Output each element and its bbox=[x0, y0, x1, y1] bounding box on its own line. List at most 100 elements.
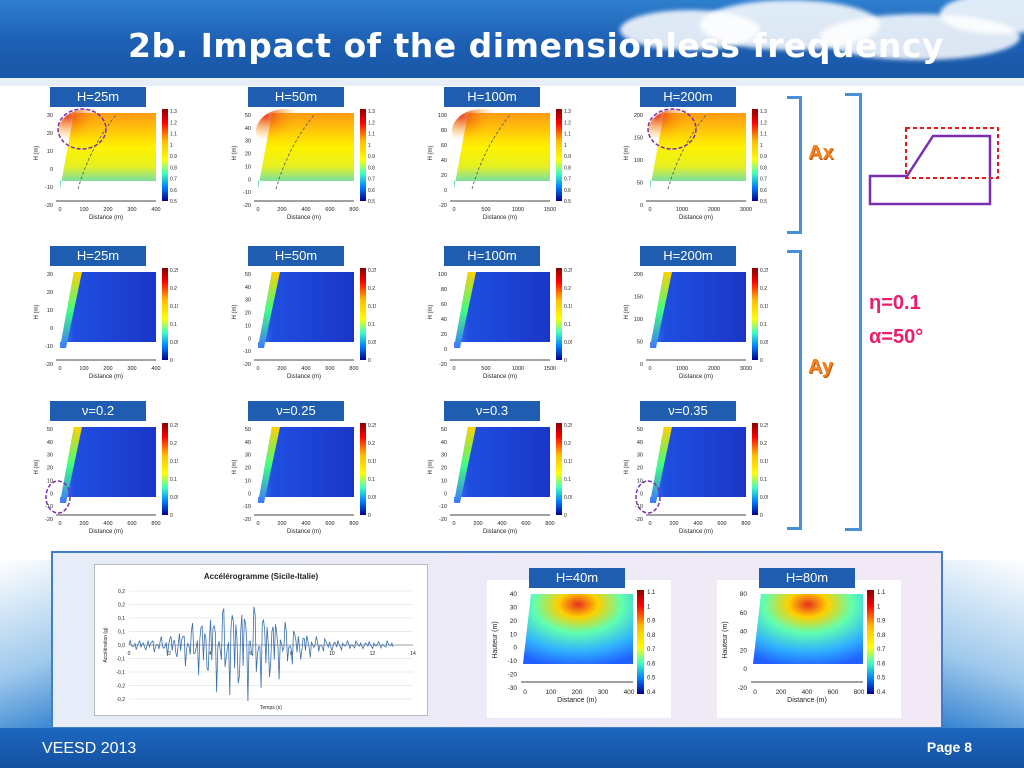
colorbar-tick-label: 0 bbox=[564, 513, 567, 519]
slope-edge-field bbox=[454, 427, 476, 503]
colorbar-tick-label: 1.1 bbox=[760, 132, 767, 138]
colorbar-tick-label: 0.2 bbox=[760, 286, 767, 292]
colorbar-tick-label: 0.15 bbox=[760, 459, 768, 465]
y-tick-label: 30 bbox=[245, 453, 251, 459]
colorbar-tick-label: 0.1 bbox=[564, 322, 571, 328]
x-tick-label: 500 bbox=[481, 207, 490, 213]
param-eta: η=0.1 bbox=[869, 292, 921, 314]
heatmap-field bbox=[258, 427, 354, 503]
x-axis-label: Distance (m) bbox=[787, 697, 827, 704]
colorbar-tick-label: 0.9 bbox=[368, 154, 375, 160]
x-tick-label: 4 bbox=[209, 651, 212, 657]
colorbar-tick-label: 1 bbox=[368, 143, 371, 149]
y-tick-label: 150 bbox=[634, 295, 643, 301]
colorbar-tick-label: 0.5 bbox=[564, 199, 571, 205]
colorbar-tick-label: 0.6 bbox=[564, 188, 571, 194]
ax-panel-h100: H=100m 100 80 60 40 20 0 -20 0 500 1000 1500 Distanc… bbox=[424, 87, 572, 235]
x-tick-label: 1000 bbox=[676, 366, 688, 372]
y-tick-label: 60 bbox=[441, 302, 447, 308]
colorbar-tick-label: 0.25 bbox=[564, 268, 572, 274]
heatmap-field bbox=[60, 272, 156, 348]
y-tick-label: 40 bbox=[441, 317, 447, 323]
y-axis-label: H (m) bbox=[428, 146, 434, 161]
highlight-circle bbox=[57, 108, 107, 150]
y-tick-label: 0 bbox=[640, 362, 643, 368]
x-tick-label: 800 bbox=[349, 521, 358, 527]
colorbar-tick-label: 0.05 bbox=[564, 495, 572, 501]
y-axis-label: H (m) bbox=[624, 305, 630, 320]
x-tick-label: 0 bbox=[648, 207, 651, 213]
y-axis-label: H (m) bbox=[34, 146, 40, 161]
colorbar-tick-label: 0.4 bbox=[877, 690, 886, 696]
colorbar-tick-label: 1.1 bbox=[564, 132, 571, 138]
y-tick-label: 0,2 bbox=[118, 603, 125, 609]
heatmap-field bbox=[454, 427, 550, 503]
colorbar-tick-label: 0.2 bbox=[564, 441, 571, 447]
x-tick-label: 800 bbox=[854, 689, 865, 696]
contour-line bbox=[471, 114, 511, 190]
y-tick-label: 10 bbox=[441, 478, 447, 484]
y-tick-label: 50 bbox=[441, 427, 447, 433]
colorbar-tick-label: 1 bbox=[877, 604, 881, 610]
y-tick-label: 20 bbox=[441, 173, 447, 179]
colorbar-tick-label: 0.6 bbox=[368, 188, 375, 194]
colorbar-tick-label: 0.9 bbox=[760, 154, 767, 160]
panel-label: H=200m bbox=[640, 87, 736, 107]
y-tick-label: 50 bbox=[637, 181, 643, 187]
bracket-ay bbox=[787, 250, 802, 530]
contour-line bbox=[77, 114, 117, 190]
colorbar-tick-label: 1 bbox=[170, 143, 173, 149]
x-tick-label: 0 bbox=[58, 207, 61, 213]
y-tick-label: 50 bbox=[245, 113, 251, 119]
y-tick-label: 200 bbox=[634, 113, 643, 119]
y-tick-label: 100 bbox=[438, 272, 447, 278]
x-axis-label: Distance (m) bbox=[287, 529, 321, 535]
x-tick-label: 0 bbox=[452, 366, 455, 372]
colorbar-tick-label: 0.9 bbox=[647, 619, 656, 625]
y-tick-label: 20 bbox=[47, 290, 53, 296]
colorbar-tick-label: 0 bbox=[368, 358, 371, 364]
y-tick-label: 20 bbox=[245, 311, 251, 317]
y-tick-label: 0 bbox=[50, 167, 53, 173]
x-tick-label: 400 bbox=[301, 366, 310, 372]
contour-line bbox=[275, 114, 315, 190]
colorbar-tick-label: 0.15 bbox=[170, 304, 178, 310]
x-tick-label: 800 bbox=[349, 207, 358, 213]
bracket-ax bbox=[787, 96, 802, 234]
bracket-params bbox=[845, 93, 862, 531]
colorbar-tick-label: 0.9 bbox=[564, 154, 571, 160]
colorbar-tick-label: 1.1 bbox=[368, 132, 375, 138]
y-tick-label: 50 bbox=[245, 427, 251, 433]
y-tick-label: -20 bbox=[45, 362, 53, 368]
colorbar-tick-label: 0.6 bbox=[877, 661, 886, 667]
colorbar-tick-label: 0.6 bbox=[647, 661, 656, 667]
x-tick-label: 2000 bbox=[708, 207, 720, 213]
panel-label: H=25m bbox=[50, 246, 146, 266]
y-tick-label: 40 bbox=[510, 591, 518, 598]
y-tick-label: 60 bbox=[441, 143, 447, 149]
x-tick-label: 0 bbox=[648, 366, 651, 372]
x-tick-label: 2000 bbox=[708, 366, 720, 372]
colorbar-tick-label: 0 bbox=[760, 358, 763, 364]
x-tick-label: 400 bbox=[151, 207, 160, 213]
x-axis-label: Temps (s) bbox=[260, 705, 282, 711]
colorbar-tick-label: 0.2 bbox=[564, 286, 571, 292]
x-tick-label: 6 bbox=[249, 651, 252, 657]
y-axis-label: H (m) bbox=[624, 146, 630, 161]
x-tick-label: 400 bbox=[151, 366, 160, 372]
y-tick-label: -10 bbox=[45, 185, 53, 191]
heatmap-svg: 50 40 30 20 10 0 -10 -20 0 200 400 600 800 Distance (… bbox=[232, 423, 376, 535]
x-tick-label: 100 bbox=[79, 366, 88, 372]
ax-panel-h50: H=50m 50 40 30 20 10 0 -10 -20 0 200 400 600 800 Dista… bbox=[228, 87, 376, 235]
colorbar-tick-label: 0.25 bbox=[368, 423, 376, 429]
page-number: Page 8 bbox=[926, 739, 972, 755]
x-tick-label: 0 bbox=[128, 651, 131, 657]
y-tick-label: -10 bbox=[243, 349, 251, 355]
slide-header: 2b. Impact of the dimensionless frequenc… bbox=[0, 0, 1024, 78]
y-tick-label: 40 bbox=[245, 285, 251, 291]
panel-label: H=100m bbox=[444, 246, 540, 266]
panel-label: H=200m bbox=[640, 246, 736, 266]
heatmap-field bbox=[60, 427, 156, 503]
colorbar-tick-label: 0.05 bbox=[760, 495, 768, 501]
